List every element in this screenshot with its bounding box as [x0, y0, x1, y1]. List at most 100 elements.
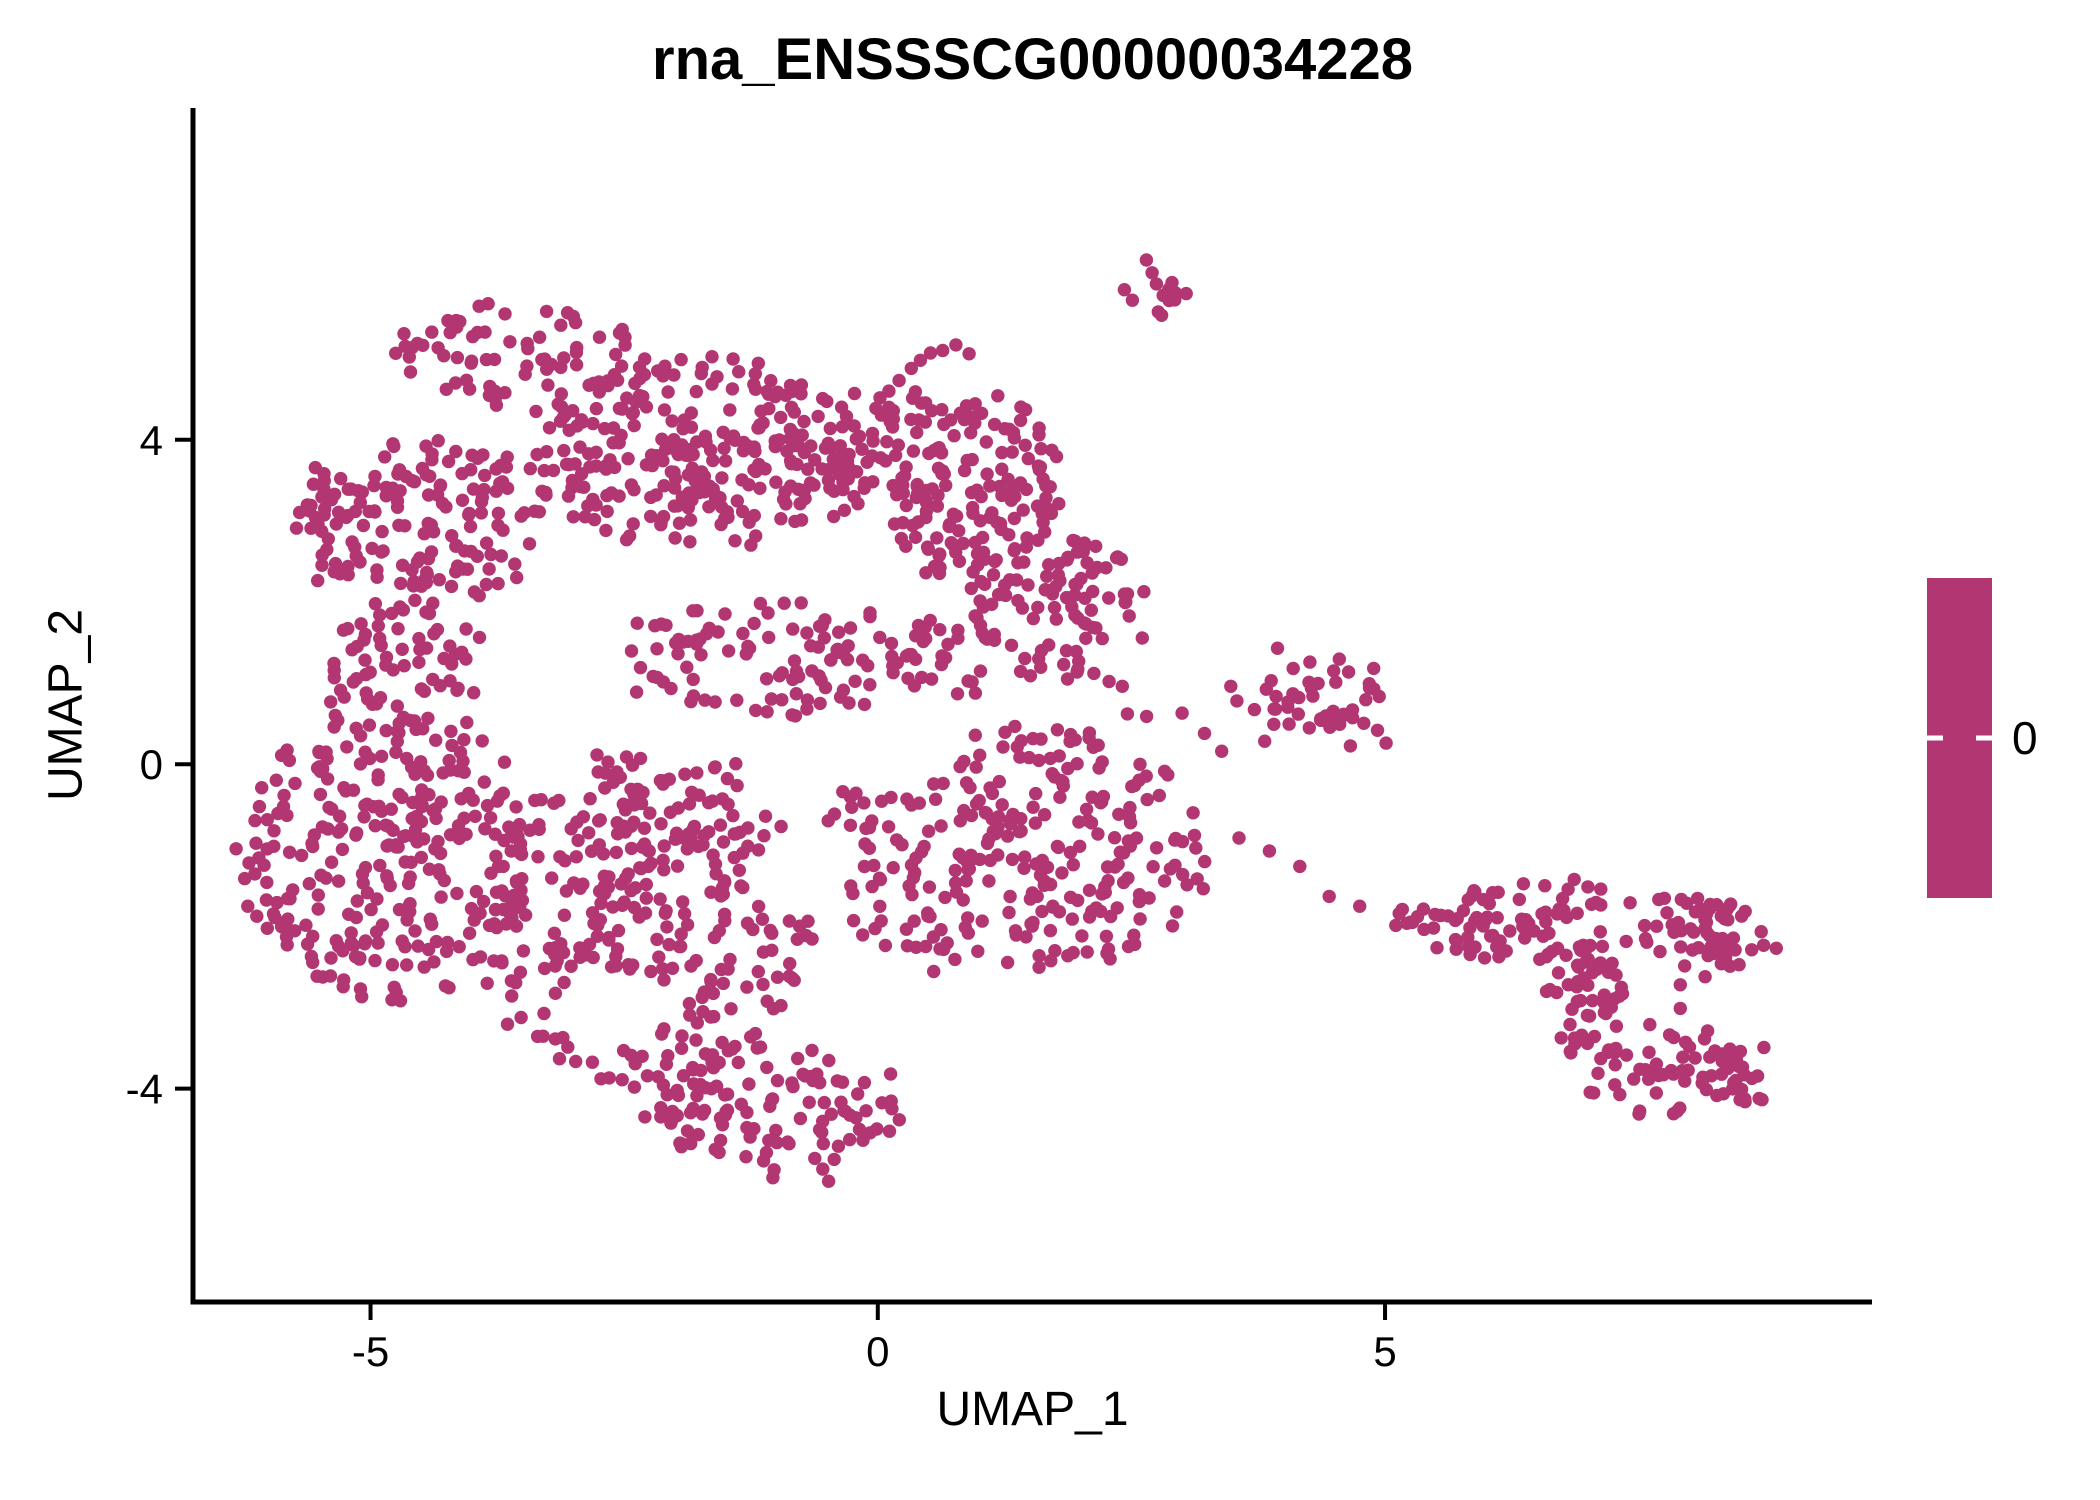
scatter-point [1135, 631, 1150, 645]
scatter-point [420, 565, 434, 580]
scatter-point [348, 540, 362, 554]
scatter-point [721, 644, 736, 658]
scatter-point [626, 517, 640, 531]
scatter-point [484, 547, 498, 562]
scatter-point [796, 1067, 810, 1082]
scatter-point [321, 532, 335, 546]
scatter-point [874, 914, 888, 928]
scatter-point [957, 463, 972, 478]
scatter-point [497, 833, 511, 848]
scatter-point [748, 1026, 763, 1041]
scatter-point [362, 718, 377, 732]
scatter-point [729, 757, 743, 771]
scatter-point [1049, 612, 1064, 626]
scatter-point [1593, 925, 1608, 939]
scatter-point [530, 1029, 545, 1044]
scatter-point [961, 674, 975, 688]
scatter-point [1581, 880, 1595, 894]
scatter-point [342, 907, 356, 921]
scatter-point [763, 923, 777, 938]
scatter-point [682, 996, 697, 1011]
scatter-point [573, 440, 587, 454]
scatter-point [679, 448, 693, 462]
scatter-point [784, 457, 798, 471]
scatter-point [702, 825, 716, 839]
scatter-point [661, 1049, 675, 1063]
scatter-point [460, 562, 475, 576]
scatter-point [431, 434, 445, 448]
scatter-point [787, 654, 802, 668]
scatter-point [900, 792, 914, 806]
scatter-point [592, 385, 606, 399]
scatter-point [433, 679, 447, 693]
scatter-point [1702, 929, 1717, 943]
scatter-point [1061, 761, 1075, 776]
scatter-point [585, 906, 600, 920]
scatter-point [995, 462, 1009, 476]
scatter-point [1146, 860, 1160, 874]
scatter-point [1013, 664, 1028, 679]
scatter-point [459, 373, 474, 387]
scatter-point [1122, 810, 1137, 824]
scatter-point [690, 604, 704, 618]
scatter-point [1117, 283, 1132, 297]
scatter-point [634, 861, 648, 876]
scatter-point [936, 776, 950, 791]
scatter-point [1370, 723, 1385, 737]
scatter-point [334, 471, 348, 486]
scatter-point [1716, 1087, 1731, 1101]
scatter-point [921, 824, 936, 838]
scatter-point [627, 1080, 642, 1094]
scatter-point [340, 740, 354, 754]
scatter-point [1079, 631, 1093, 645]
scatter-point [843, 621, 858, 635]
scatter-point [1690, 891, 1705, 906]
scatter-point [627, 815, 641, 829]
scatter-point [299, 918, 313, 932]
scatter-point [1089, 621, 1103, 635]
scatter-point [670, 859, 685, 873]
scatter-point [992, 774, 1006, 789]
scatter-point [403, 897, 417, 911]
scatter-point [930, 499, 945, 513]
scatter-point [306, 839, 320, 854]
scatter-point [449, 444, 463, 459]
scatter-point [571, 833, 585, 848]
scatter-point [434, 890, 448, 904]
scatter-point [1117, 587, 1132, 601]
scatter-point [707, 486, 721, 501]
scatter-point [554, 387, 568, 401]
scatter-point [715, 1035, 729, 1050]
scatter-point [713, 1111, 728, 1125]
scatter-point [863, 1126, 877, 1140]
scatter-point [803, 476, 818, 490]
scatter-point [610, 816, 624, 830]
scatter-point [948, 863, 962, 878]
scatter-point [531, 850, 545, 864]
scatter-point [801, 462, 815, 476]
scatter-point [344, 926, 358, 940]
scatter-point [597, 879, 612, 893]
scatter-point [959, 399, 974, 413]
scatter-point [328, 556, 343, 571]
scatter-point [603, 453, 617, 467]
scatter-point [1112, 807, 1126, 821]
scatter-point [421, 942, 436, 957]
scatter-point [542, 941, 557, 956]
scatter-point [1545, 944, 1559, 959]
scatter-point [742, 515, 756, 529]
scatter-point [835, 420, 850, 434]
scatter-point [1039, 491, 1053, 505]
scatter-point [633, 751, 648, 766]
scatter-point [1018, 438, 1032, 452]
scatter-point [1215, 744, 1229, 758]
scatter-point [1101, 874, 1115, 888]
scatter-point [1032, 652, 1046, 666]
scatter-point [689, 953, 703, 968]
scatter-point [1082, 726, 1097, 740]
scatter-point [774, 410, 788, 425]
scatter-point [797, 414, 811, 429]
scatter-point [1179, 286, 1193, 301]
scatter-point [711, 625, 725, 639]
scatter-point [280, 938, 294, 952]
